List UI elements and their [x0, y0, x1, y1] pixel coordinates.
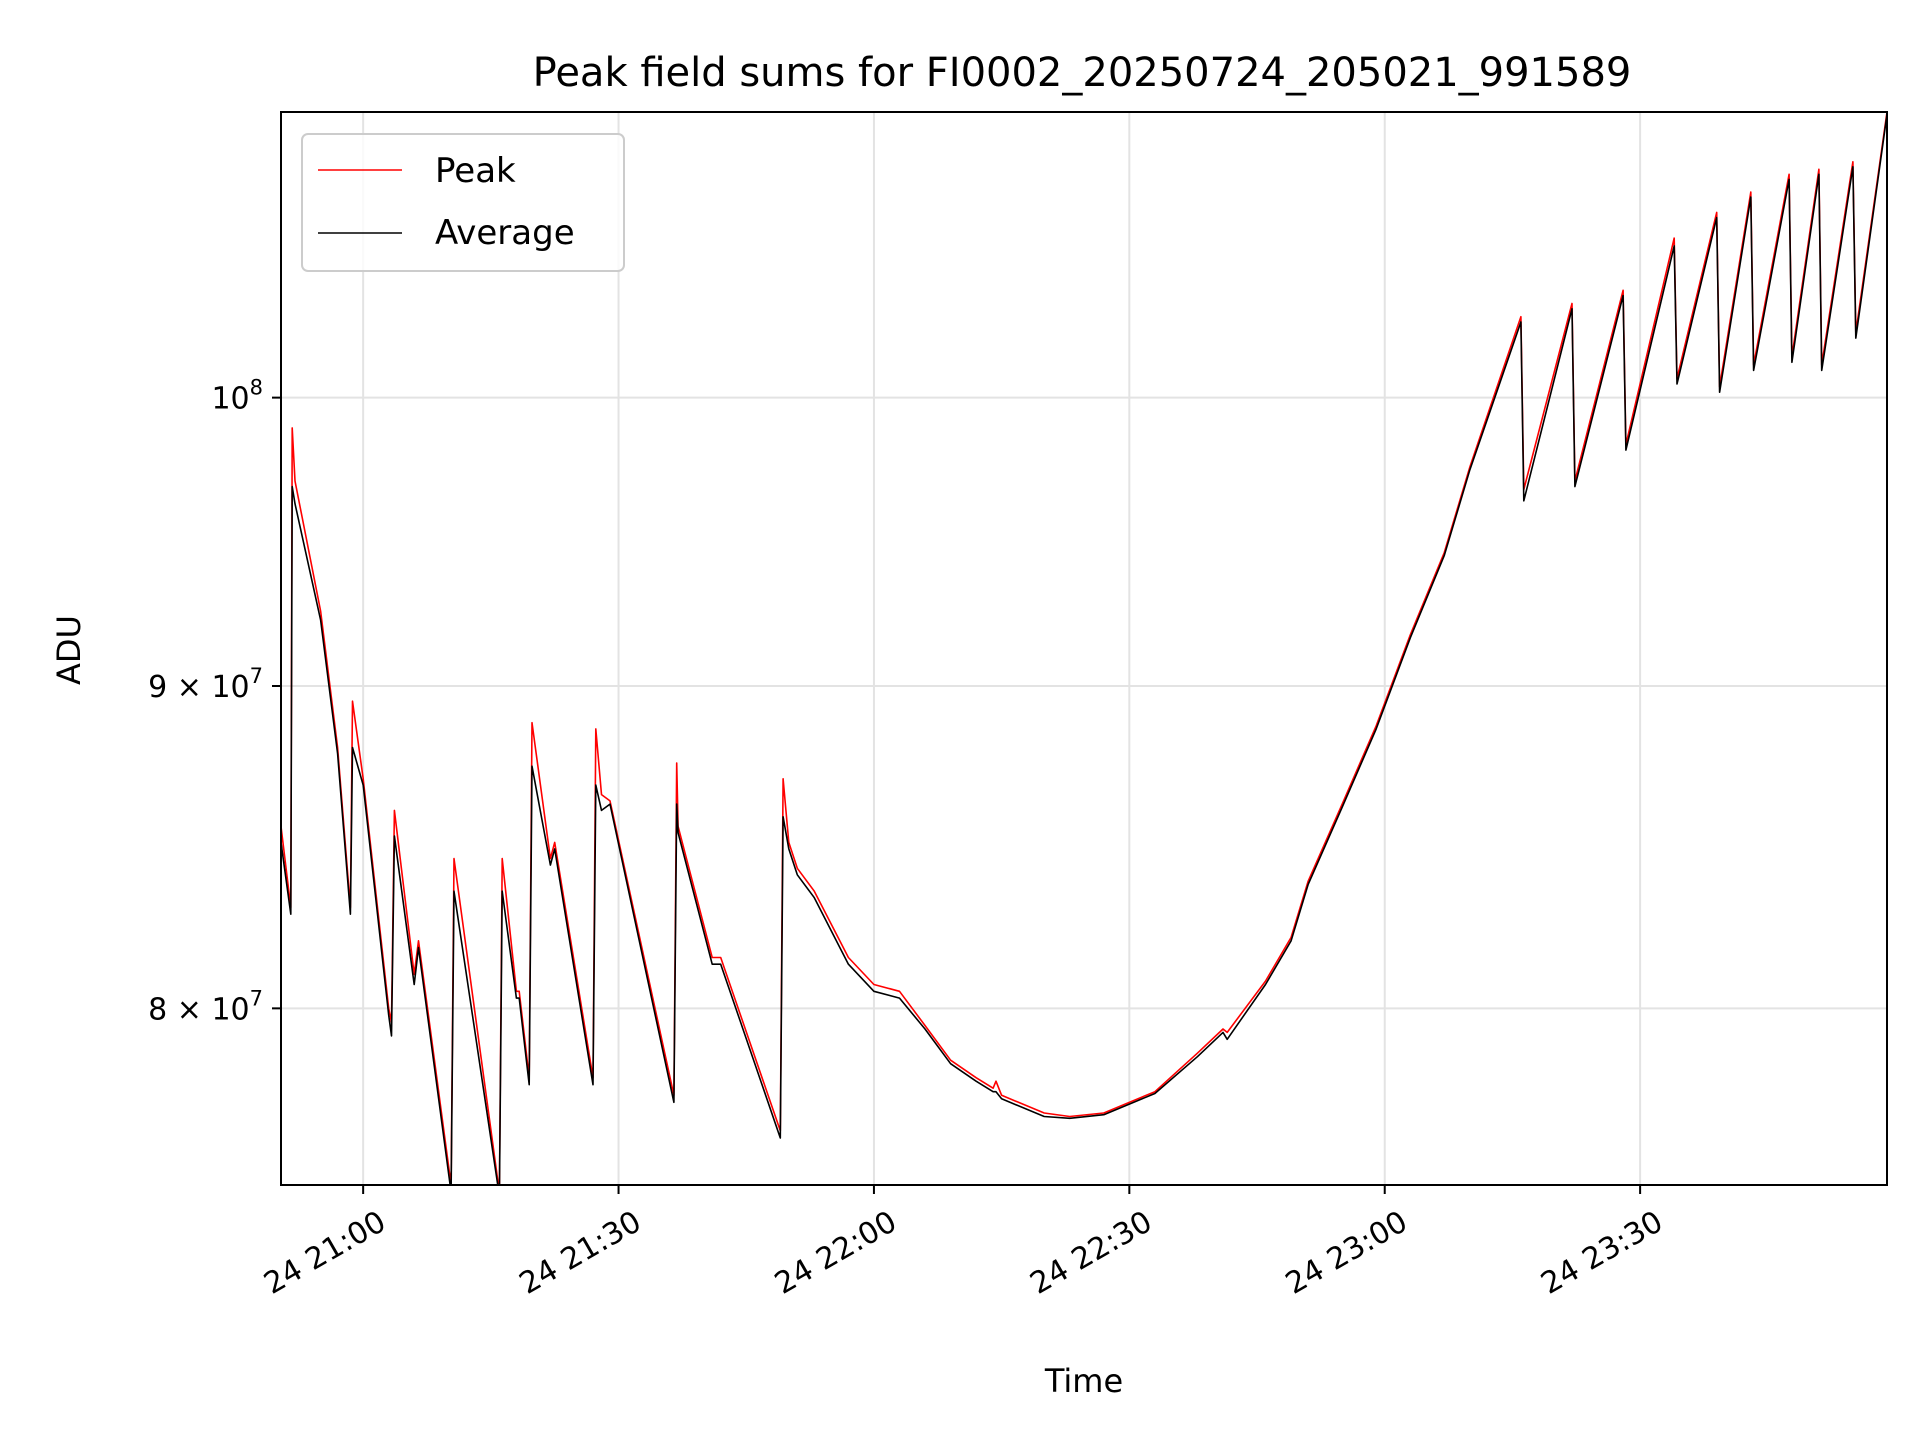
legend-box [301, 133, 625, 272]
y-tick-ten: 10 [211, 382, 249, 417]
y-tick-base: 8 [148, 992, 167, 1027]
y-tick-times: × 10 [167, 992, 249, 1027]
legend: Peak Average [301, 133, 625, 272]
series-line-average [281, 114, 1887, 1185]
plot-frame [280, 111, 1888, 1186]
y-axis-label: ADU [50, 615, 88, 685]
legend-label-peak: Peak [435, 151, 516, 191]
y-tick-label: 9 × 107 [148, 664, 263, 705]
y-tick-exponent: 7 [250, 986, 263, 1010]
y-tick-exponent: 7 [250, 664, 263, 688]
y-tick-exponent: 8 [250, 376, 263, 400]
grid [281, 112, 1887, 1185]
series-layer [281, 112, 1887, 1185]
legend-label-average: Average [435, 213, 575, 253]
chart-title: Peak field sums for FI0002_20250724_2050… [533, 50, 1632, 96]
y-tick-label: 108 [211, 376, 263, 417]
x-axis-label: Time [1044, 1362, 1123, 1400]
y-tick-base: 9 [148, 670, 167, 705]
y-tick-times: × 10 [167, 670, 249, 705]
y-tick-label: 8 × 107 [148, 986, 263, 1027]
